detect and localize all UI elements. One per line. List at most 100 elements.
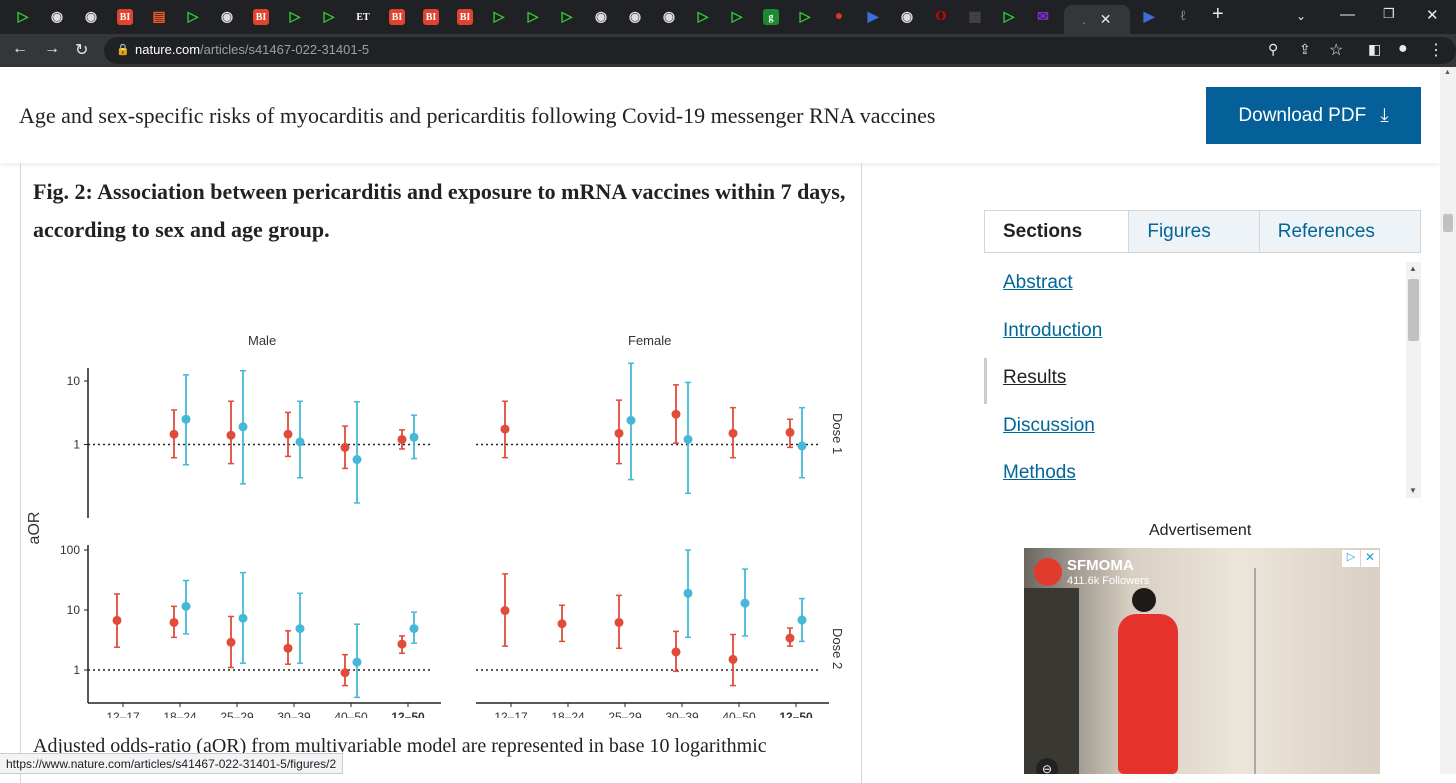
menu-icon[interactable]: ⋮ (1428, 42, 1444, 59)
x-tick-label: 30–39 (277, 710, 311, 718)
url-text[interactable]: nature.com/articles/s41467-022-31401-5 (135, 42, 369, 57)
point-bnt162b2 (226, 637, 236, 647)
share-icon[interactable]: ⇪ (1299, 41, 1311, 57)
tab-16[interactable]: ▷ (552, 5, 582, 29)
tab-1[interactable]: ◉ (42, 5, 72, 29)
section-link-methods[interactable]: Methods (1003, 462, 1076, 483)
tab-3[interactable]: BI (110, 5, 140, 29)
tab-9[interactable]: ▷ (314, 5, 344, 29)
tab-15[interactable]: ▷ (518, 5, 548, 29)
tab-figures[interactable]: Figures (1128, 211, 1259, 252)
ad-close-icon[interactable]: ✕ (1361, 550, 1379, 567)
tab-19[interactable]: ◉ (654, 5, 684, 29)
point-bnt162b2 (500, 606, 510, 616)
reload-icon[interactable]: ↻ (75, 42, 89, 59)
x-tick-label: 12–17 (106, 710, 140, 718)
tab-18[interactable]: ◉ (620, 5, 650, 29)
tab-5[interactable]: ▷ (178, 5, 208, 29)
tab-2[interactable]: ◉ (76, 5, 106, 29)
point-mrna-1273 (295, 624, 305, 634)
section-link-results[interactable]: Results (1003, 367, 1067, 388)
play-icon: ▷ (323, 9, 335, 25)
tab-14[interactable]: ▷ (484, 5, 514, 29)
et-icon: ET (355, 9, 371, 25)
tab-24[interactable]: ● (824, 5, 854, 29)
forward-icon[interactable]: → (44, 40, 60, 57)
tab-29[interactable]: ▷ (994, 5, 1024, 29)
point-mrna-1273 (797, 441, 807, 451)
page-scroll-up-icon[interactable]: ▲ (1444, 69, 1451, 76)
tab-20[interactable]: ▷ (688, 5, 718, 29)
ad-wall-shadow (1024, 588, 1079, 774)
y-tick-label: 10 (67, 374, 81, 388)
section-list-scrollbar-thumb[interactable] (1408, 279, 1419, 341)
new-tab-icon[interactable]: + (1212, 3, 1224, 25)
tab-search-chevron-icon[interactable]: ⌄ (1296, 9, 1307, 23)
point-bnt162b2 (397, 434, 407, 444)
ad-mute-icon[interactable]: ⊖ (1036, 758, 1058, 774)
close-tab-icon[interactable]: ✕ (1099, 11, 1112, 27)
play-icon: ▷ (493, 9, 505, 25)
y-tick-label: 10 (67, 603, 81, 617)
tab-sections[interactable]: Sections (985, 211, 1129, 252)
side-panel-icon[interactable]: ◧ (1368, 41, 1382, 57)
forest-plot[interactable]: Male Female Dose 1 Dose 2 10 1 100 10 1 12–17 18–2… (21, 248, 861, 718)
page-scrollbar[interactable]: ▲ (1440, 67, 1456, 774)
tab-8[interactable]: ▷ (280, 5, 310, 29)
tab-7[interactable]: BI (246, 5, 276, 29)
point-bnt162b2 (340, 442, 350, 452)
x-tick-label: 25–29 (608, 710, 642, 718)
facet-label-male: Male (248, 333, 276, 348)
point-bnt162b2 (283, 429, 293, 439)
ad-followers: 411.6k Followers (1067, 575, 1150, 587)
tab-26[interactable]: ◉ (892, 5, 922, 29)
restore-icon[interactable]: ❐ (1383, 6, 1395, 21)
point-bnt162b2 (728, 428, 738, 438)
tab-10[interactable]: ET (348, 5, 378, 29)
profile-icon[interactable]: ● (1398, 40, 1408, 57)
advertisement-image[interactable]: SFMOMA 411.6k Followers ▷ ✕ ⊖ (1024, 548, 1380, 774)
x-tick-label: 30–39 (665, 710, 699, 718)
section-link-discussion[interactable]: Discussion (1003, 414, 1095, 436)
scroll-down-icon[interactable]: ▼ (1409, 486, 1417, 495)
tab-30[interactable]: ✉ (1028, 5, 1058, 29)
back-icon[interactable]: ← (12, 40, 28, 57)
tab-6[interactable]: ◉ (212, 5, 242, 29)
tab-0[interactable]: ▷ (8, 5, 38, 29)
minimize-icon[interactable]: — (1340, 6, 1355, 23)
section-link-abstract[interactable]: Abstract (1003, 272, 1073, 293)
point-mrna-1273 (409, 624, 419, 634)
tab-25[interactable]: ▶ (858, 5, 888, 29)
tab-12[interactable]: BI (416, 5, 446, 29)
point-bnt162b2 (785, 427, 795, 437)
window-close-icon[interactable]: ✕ (1426, 7, 1439, 24)
tab-13[interactable]: BI (450, 5, 480, 29)
adchoices-icon[interactable]: ▷ (1342, 550, 1360, 567)
extra-tab-2[interactable]: ℓ (1168, 5, 1198, 29)
active-tab[interactable]: . ✕ (1064, 5, 1130, 34)
tab-23[interactable]: ▷ (790, 5, 820, 29)
download-pdf-button[interactable]: Download PDF ⤓ (1206, 87, 1421, 144)
tab-references[interactable]: References (1258, 211, 1420, 252)
sidebar-tabs: Sections Figures References (984, 210, 1421, 253)
tab-27[interactable]: O (926, 5, 956, 29)
point-mrna-1273 (683, 588, 693, 598)
lock-icon: 🔒 (116, 44, 130, 56)
section-link-introduction[interactable]: Introduction (1003, 319, 1103, 341)
tab-22[interactable]: g (756, 5, 786, 29)
bookmark-star-icon[interactable]: ☆ (1329, 42, 1344, 59)
tab-11[interactable]: BI (382, 5, 412, 29)
scroll-up-icon[interactable]: ▲ (1409, 264, 1417, 273)
play-icon: ▷ (561, 9, 573, 25)
tab-28[interactable]: ▦ (960, 5, 990, 29)
omnibox[interactable] (104, 37, 1456, 64)
bi-icon: BI (457, 9, 473, 25)
tab-21[interactable]: ▷ (722, 5, 752, 29)
point-bnt162b2 (728, 654, 738, 664)
extra-tab-1[interactable]: ▶ (1134, 5, 1164, 29)
point-mrna-1273 (797, 615, 807, 625)
page-scrollbar-thumb[interactable] (1443, 214, 1453, 232)
tab-4[interactable]: ▤ (144, 5, 174, 29)
zoom-icon[interactable]: ⚲ (1268, 41, 1279, 57)
tab-17[interactable]: ◉ (586, 5, 616, 29)
